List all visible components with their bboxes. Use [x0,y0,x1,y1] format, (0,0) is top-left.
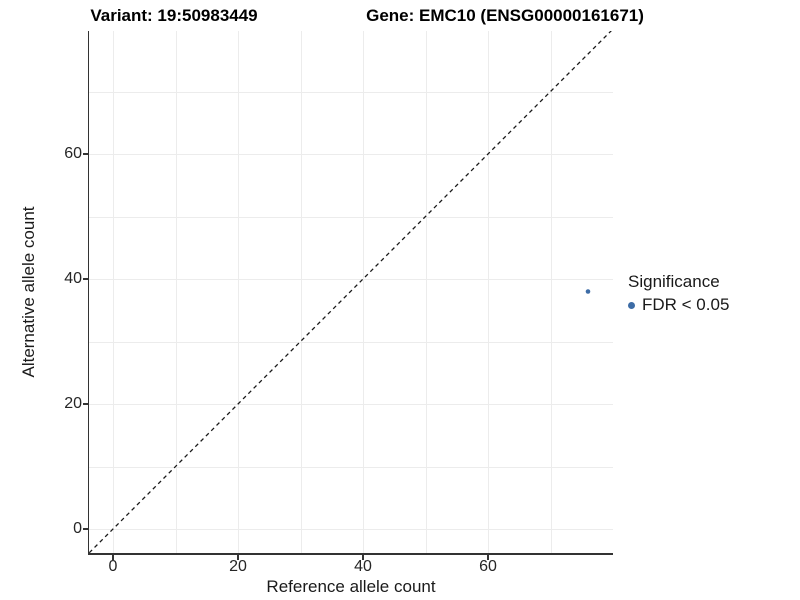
gridline-x-40 [363,31,364,553]
x-tick-0 [112,554,114,560]
y-tick-40 [82,278,88,280]
legend-item-fdr: FDR < 0.05 [628,295,729,315]
gridline-y-20 [89,404,613,405]
y-tick-label-0: 0 [73,520,82,537]
gene-title: Gene: EMC10 (ENSG00000161671) [366,6,644,25]
x-tick-label-40: 40 [354,558,372,575]
plot-canvas [89,31,612,553]
gridline-y-40 [89,279,613,280]
x-tick-label-0: 0 [108,558,118,575]
gridline-y-0 [89,529,613,530]
gridline-y-50 [89,216,613,218]
x-tick-label-60: 60 [479,558,497,575]
gridline-x-0 [113,31,114,553]
x-axis-title: Reference allele count [266,577,436,596]
gridline-x-20 [238,31,239,553]
y-tick-60 [82,153,88,155]
legend-point-icon [628,301,635,309]
variant-title: Variant: 19:50983449 [90,6,258,25]
gridline-y-70 [89,91,613,93]
y-tick-label-20: 20 [64,395,82,412]
x-tick-20 [237,554,239,560]
data-point-0-0 [585,289,591,294]
legend: Significance FDR < 0.05 [628,272,729,315]
identity-line [89,31,612,553]
x-tick-40 [362,554,364,560]
gridline-x-50 [425,31,427,553]
y-tick-0 [82,528,88,530]
gridline-x-60 [488,31,489,553]
legend-title: Significance [628,272,720,291]
y-tick-20 [82,403,88,405]
y-axis-line [87,31,90,555]
gridline-y-30 [89,341,613,343]
x-axis-line [87,553,614,555]
plot-panel [89,31,613,553]
x-tick-label-20: 20 [229,558,247,575]
gridline-y-10 [89,466,613,468]
x-tick-60 [487,554,489,560]
gridline-y-60 [89,154,613,155]
legend-item-label: FDR < 0.05 [642,295,730,314]
gridline-x-30 [300,31,302,553]
y-tick-label-40: 40 [64,270,82,287]
y-axis-title: Alternative allele count [19,206,38,378]
gridline-x-70 [550,31,552,553]
y-tick-label-60: 60 [64,145,82,162]
gridline-x-10 [175,31,177,553]
